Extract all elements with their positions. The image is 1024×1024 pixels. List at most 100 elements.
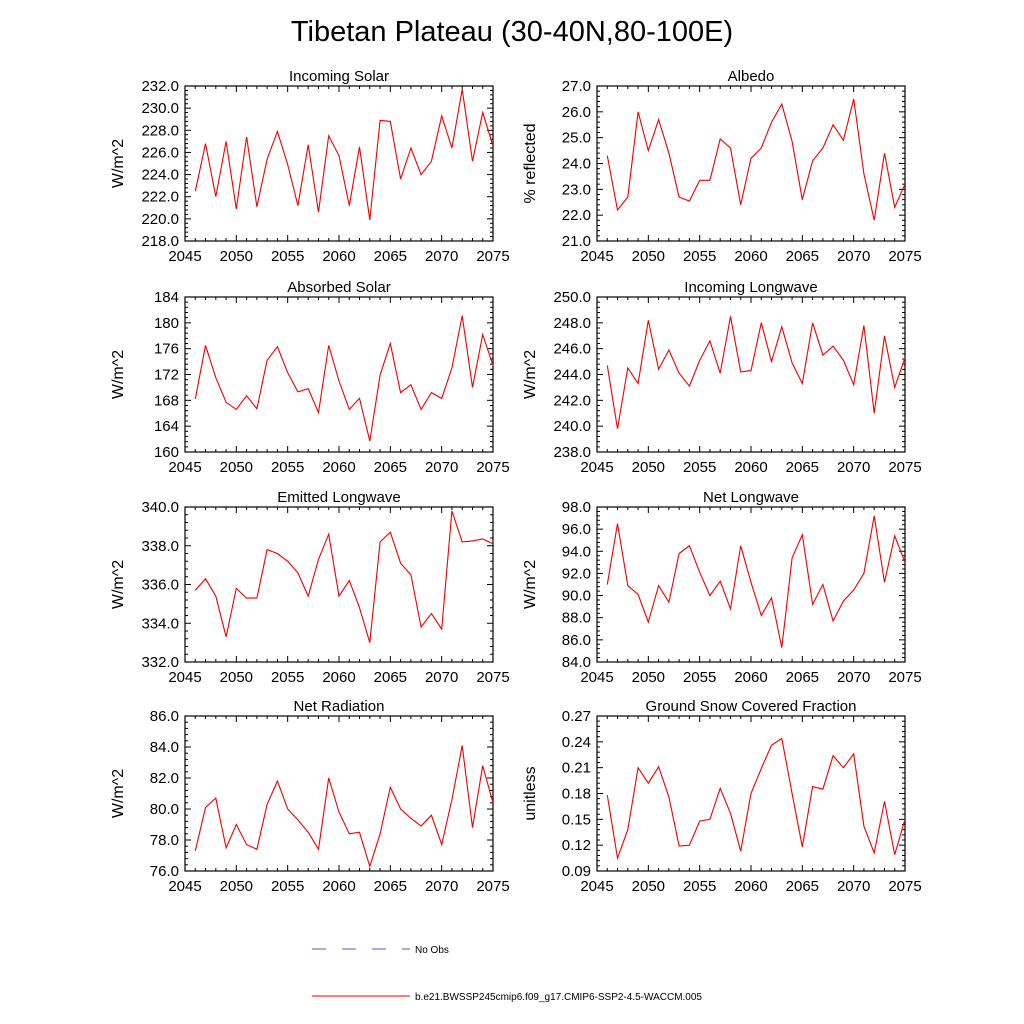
x-tick-label: 2045 bbox=[168, 459, 201, 476]
y-tick-label: 84.0 bbox=[562, 654, 591, 671]
plot-frame bbox=[184, 506, 494, 663]
y-tick-label: 160 bbox=[154, 444, 179, 461]
y-tick-label: 25.0 bbox=[562, 130, 591, 147]
x-tick-label: 2050 bbox=[220, 878, 253, 895]
x-tick-label: 2075 bbox=[888, 459, 921, 476]
x-tick-label: 2075 bbox=[476, 248, 509, 265]
x-tick-label: 2060 bbox=[322, 459, 355, 476]
y-tick-label: 184 bbox=[154, 289, 179, 306]
x-tick-label: 2070 bbox=[837, 248, 870, 265]
series-line-net-radiation bbox=[194, 745, 494, 869]
y-tick-label: 172 bbox=[154, 367, 179, 384]
x-tick-label: 2070 bbox=[425, 248, 458, 265]
y-tick-label: 240.0 bbox=[553, 418, 591, 435]
y-tick-label: 336.0 bbox=[141, 577, 179, 594]
y-tick-label: 88.0 bbox=[562, 610, 591, 627]
panel-emitted-longwave: 2045 2050 2055 2060 2065 2070 2075 332.0 334.0 33… bbox=[110, 489, 510, 686]
panel-title: Incoming Longwave bbox=[684, 279, 817, 296]
x-tick-label: 2065 bbox=[786, 878, 819, 895]
y-tick-label: 27.0 bbox=[562, 78, 591, 95]
x-tick-label: 2065 bbox=[374, 248, 407, 265]
panel-title: Absorbed Solar bbox=[287, 279, 390, 296]
y-tick-label: 242.0 bbox=[553, 392, 591, 409]
plot-frame bbox=[596, 296, 906, 453]
y-tick-label: 226.0 bbox=[141, 144, 179, 161]
y-tick-label: 80.0 bbox=[150, 801, 179, 818]
x-tick-label: 2060 bbox=[322, 878, 355, 895]
x-tick-label: 2045 bbox=[168, 248, 201, 265]
x-tick-label: 2050 bbox=[220, 669, 253, 686]
x-tick-label: 2065 bbox=[786, 459, 819, 476]
y-axis-label: W/m^2 bbox=[110, 350, 127, 399]
x-tick-label: 2065 bbox=[374, 878, 407, 895]
x-tick-label: 2055 bbox=[271, 248, 304, 265]
y-tick-label: 238.0 bbox=[553, 444, 591, 461]
y-tick-label: 26.0 bbox=[562, 104, 591, 121]
y-tick-label: 334.0 bbox=[141, 615, 179, 632]
x-tick-label: 2075 bbox=[476, 669, 509, 686]
y-axis-label: W/m^2 bbox=[522, 350, 539, 399]
y-tick-label: 21.0 bbox=[562, 233, 591, 250]
x-tick-label: 2070 bbox=[425, 878, 458, 895]
panel-net-radiation: 2045 2050 2055 2060 2065 2070 2075 76.0 78.0 80.0… bbox=[110, 698, 510, 895]
x-tick-label: 2045 bbox=[168, 669, 201, 686]
x-tick-label: 2055 bbox=[683, 878, 716, 895]
x-tick-label: 2065 bbox=[374, 459, 407, 476]
y-axis-label: % reflected bbox=[522, 123, 539, 203]
x-tick-label: 2055 bbox=[683, 669, 716, 686]
x-tick-label: 2070 bbox=[837, 669, 870, 686]
x-tick-label: 2050 bbox=[220, 248, 253, 265]
y-tick-label: 86.0 bbox=[150, 708, 179, 725]
y-tick-label: 0.21 bbox=[562, 760, 591, 777]
y-tick-label: 22.0 bbox=[562, 207, 591, 224]
figure-title: Tibetan Plateau (30-40N,80-100E) bbox=[291, 16, 733, 48]
x-tick-label: 2045 bbox=[168, 878, 201, 895]
x-tick-label: 2070 bbox=[837, 459, 870, 476]
y-tick-label: 96.0 bbox=[562, 521, 591, 538]
x-tick-label: 2055 bbox=[271, 878, 304, 895]
panel-absorbed-solar: 2045 2050 2055 2060 2065 2070 2075 160 164 168 172… bbox=[110, 279, 510, 476]
panel-title: Net Radiation bbox=[294, 698, 385, 715]
y-tick-label: 23.0 bbox=[562, 181, 591, 198]
y-tick-label: 250.0 bbox=[553, 289, 591, 306]
y-tick-label: 164 bbox=[154, 418, 179, 435]
y-axis-label: unitless bbox=[522, 766, 539, 820]
panel-title: Emitted Longwave bbox=[277, 489, 400, 506]
y-tick-label: 230.0 bbox=[141, 100, 179, 117]
panel-title: Incoming Solar bbox=[289, 68, 389, 85]
y-tick-label: 222.0 bbox=[141, 189, 179, 206]
series-line-absorbed-solar bbox=[194, 315, 494, 442]
x-tick-label: 2055 bbox=[271, 669, 304, 686]
panels: 2045 2050 2055 2060 2065 2070 2075 218.0 220.0 22… bbox=[110, 68, 922, 895]
x-tick-label: 2060 bbox=[322, 248, 355, 265]
x-tick-label: 2060 bbox=[734, 878, 767, 895]
y-tick-label: 0.18 bbox=[562, 786, 591, 803]
y-tick-label: 168 bbox=[154, 392, 179, 409]
x-tick-label: 2055 bbox=[683, 248, 716, 265]
y-tick-label: 0.27 bbox=[562, 708, 591, 725]
y-tick-label: 78.0 bbox=[150, 832, 179, 849]
plot-frame bbox=[184, 85, 494, 242]
y-tick-label: 0.09 bbox=[562, 863, 591, 880]
x-tick-label: 2055 bbox=[683, 459, 716, 476]
x-tick-label: 2060 bbox=[734, 669, 767, 686]
panel-incoming-longwave: 2045 2050 2055 2060 2065 2070 2075 238.0 240.0 24… bbox=[522, 279, 922, 476]
x-tick-label: 2075 bbox=[888, 248, 921, 265]
series-line-emitted-longwave bbox=[194, 510, 494, 643]
series-line-net-longwave bbox=[606, 515, 906, 648]
x-tick-label: 2070 bbox=[425, 669, 458, 686]
y-tick-label: 24.0 bbox=[562, 156, 591, 173]
series-line-albedo bbox=[606, 98, 906, 221]
y-tick-label: 244.0 bbox=[553, 367, 591, 384]
y-tick-label: 176 bbox=[154, 341, 179, 358]
y-axis-label: W/m^2 bbox=[110, 769, 127, 818]
x-tick-label: 2075 bbox=[476, 878, 509, 895]
panel-title: Albedo bbox=[728, 68, 775, 85]
series-line-ground-snow-covered-fraction bbox=[606, 737, 906, 861]
series-line-incoming-longwave bbox=[606, 316, 906, 429]
x-tick-label: 2060 bbox=[734, 248, 767, 265]
x-tick-label: 2045 bbox=[580, 878, 613, 895]
y-tick-label: 228.0 bbox=[141, 122, 179, 139]
y-tick-label: 90.0 bbox=[562, 588, 591, 605]
y-tick-label: 180 bbox=[154, 315, 179, 332]
